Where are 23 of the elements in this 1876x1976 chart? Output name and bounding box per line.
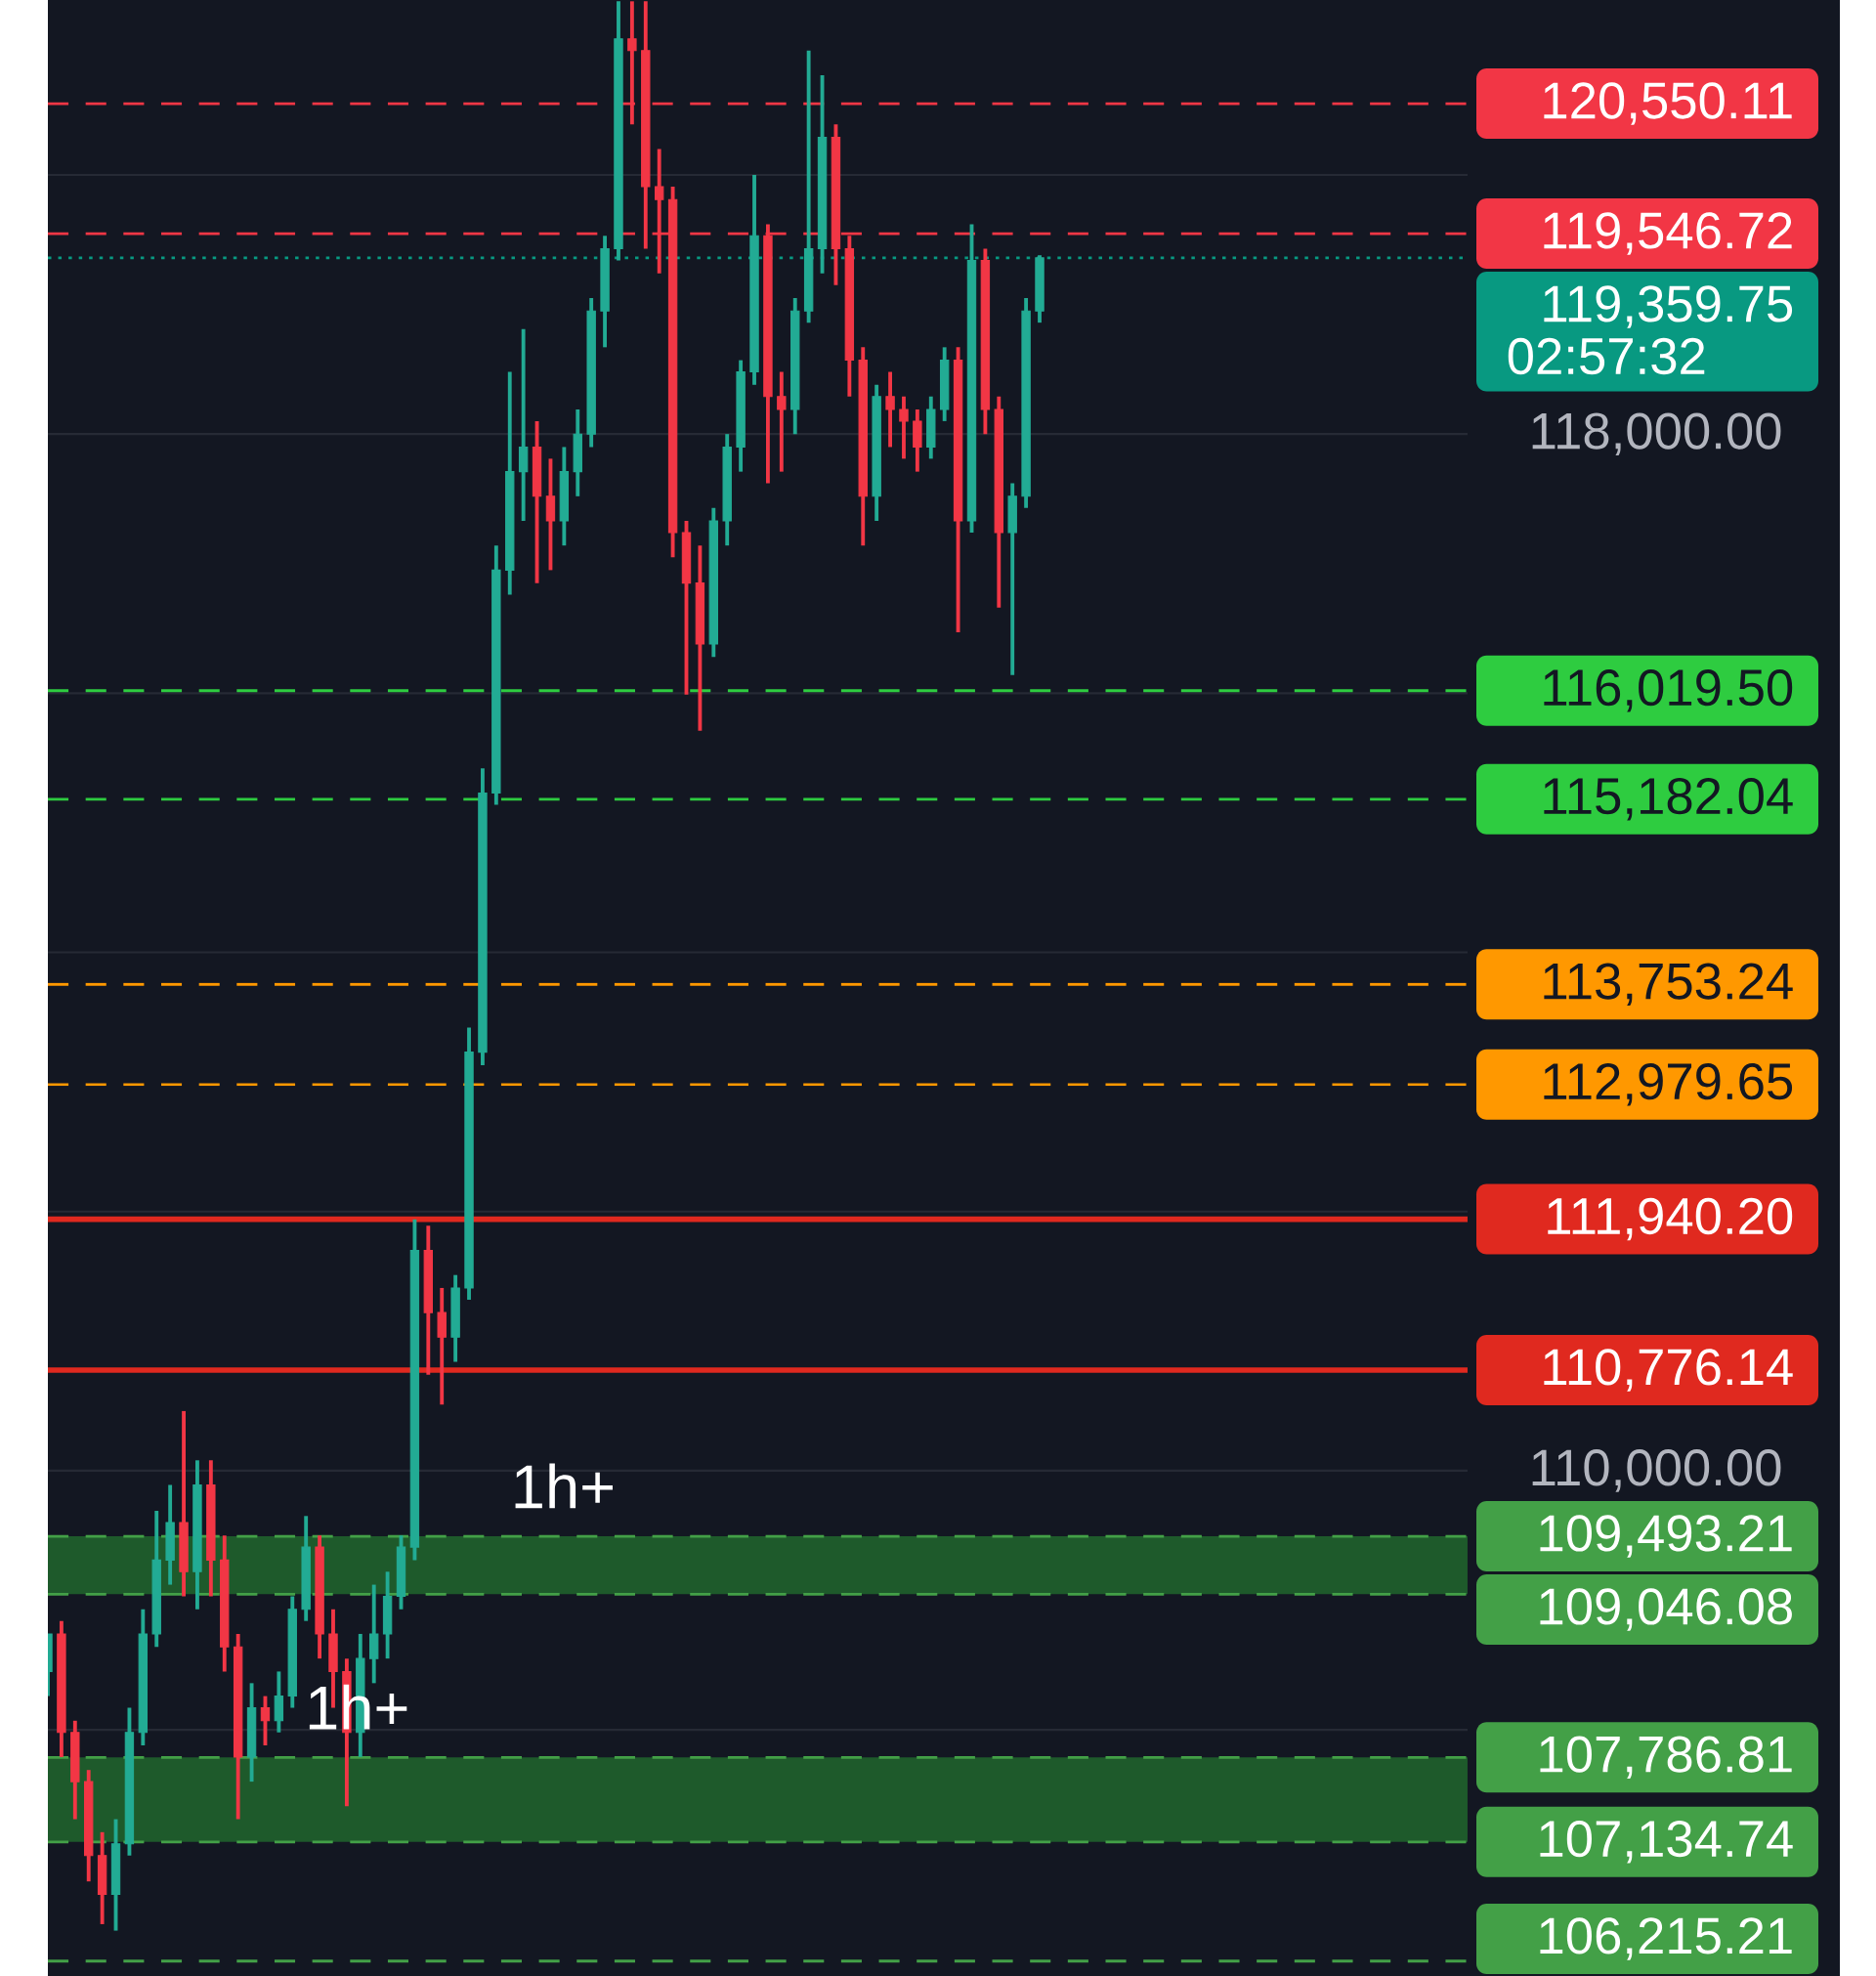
candlestick: [518, 328, 529, 522]
ref-line-label: 111,940.20: [1548, 1197, 1793, 1241]
ref-line-label: 106,215.21: [1540, 1917, 1792, 1960]
y-tick-label: 110,000.00: [1532, 1449, 1781, 1492]
ref-line-label: 113,753.24: [1544, 963, 1793, 1007]
candlestick: [777, 371, 787, 472]
candlestick: [885, 371, 895, 448]
ref-line-label: 120,550.11: [1544, 82, 1792, 125]
ref-line-label: 109,046.08: [1540, 1588, 1792, 1631]
ref-line-label: 109,493.21: [1540, 1515, 1792, 1558]
ref-line-label: 115,182.04: [1544, 778, 1793, 821]
y-tick-label: 118,000.00: [1532, 412, 1781, 455]
ref-line-label: 119,546.72: [1544, 212, 1792, 255]
ref-line-label: 110,776.14: [1544, 1349, 1793, 1392]
annotation: 1h+: [515, 1463, 613, 1509]
ref-line-label: 107,786.81: [1540, 1736, 1792, 1780]
text: 02:57:32: [1508, 337, 1705, 375]
candlestick: [260, 1696, 271, 1745]
ref-line-label: 107,134.74: [1540, 1821, 1793, 1864]
ref-line-label: 116,019.50: [1544, 669, 1793, 712]
ref-line-label: 119,359.75: [1544, 285, 1793, 328]
candlestick: [899, 396, 909, 459]
ref-line-label: 112,979.65: [1544, 1063, 1793, 1106]
